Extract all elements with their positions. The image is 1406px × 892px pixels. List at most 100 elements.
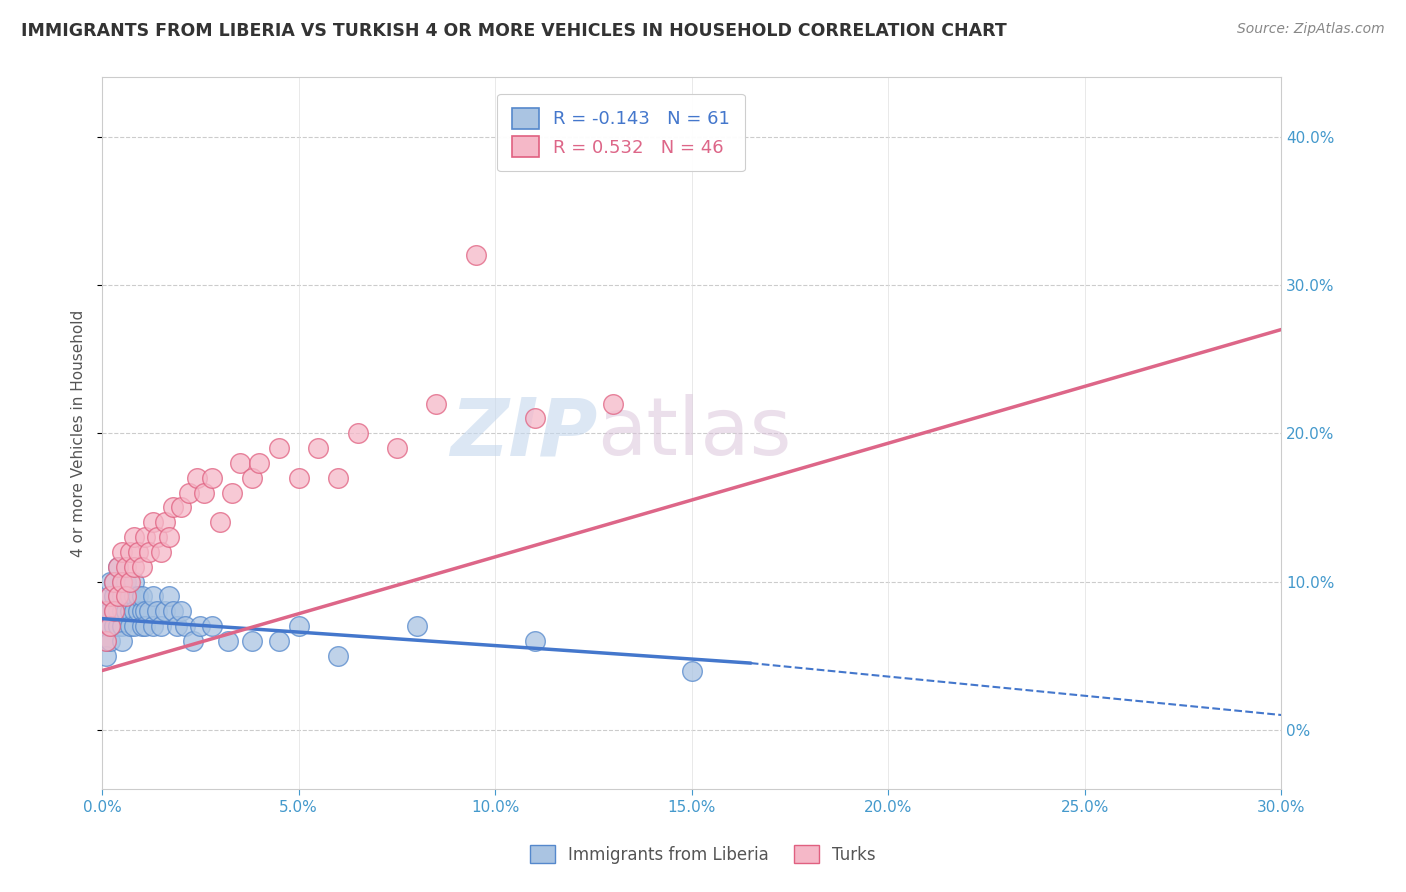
Point xyxy=(326,471,349,485)
Point xyxy=(103,574,125,589)
Point xyxy=(98,590,121,604)
Point xyxy=(94,619,117,633)
Point xyxy=(138,604,160,618)
Point xyxy=(146,530,169,544)
Point xyxy=(122,590,145,604)
Point xyxy=(103,619,125,633)
Point xyxy=(111,619,134,633)
Point xyxy=(209,515,232,529)
Point xyxy=(94,648,117,663)
Point xyxy=(190,619,212,633)
Point xyxy=(127,604,149,618)
Point xyxy=(186,471,208,485)
Point xyxy=(111,633,134,648)
Point xyxy=(122,619,145,633)
Point xyxy=(111,604,134,618)
Point xyxy=(111,574,134,589)
Point xyxy=(523,411,546,425)
Point xyxy=(122,604,145,618)
Point xyxy=(118,545,141,559)
Point xyxy=(131,604,153,618)
Point xyxy=(134,530,156,544)
Point xyxy=(287,471,309,485)
Point xyxy=(107,604,129,618)
Point xyxy=(107,559,129,574)
Point xyxy=(122,574,145,589)
Point xyxy=(405,619,427,633)
Point xyxy=(157,590,180,604)
Point xyxy=(131,559,153,574)
Point xyxy=(98,633,121,648)
Point xyxy=(201,619,224,633)
Point xyxy=(94,604,117,618)
Text: IMMIGRANTS FROM LIBERIA VS TURKISH 4 OR MORE VEHICLES IN HOUSEHOLD CORRELATION C: IMMIGRANTS FROM LIBERIA VS TURKISH 4 OR … xyxy=(21,22,1007,40)
Point xyxy=(114,574,136,589)
Point xyxy=(307,441,329,455)
Point xyxy=(103,590,125,604)
Point xyxy=(98,619,121,633)
Point xyxy=(681,664,703,678)
Text: atlas: atlas xyxy=(598,394,792,472)
Point xyxy=(131,590,153,604)
Point xyxy=(217,633,239,648)
Point xyxy=(523,633,546,648)
Point xyxy=(118,604,141,618)
Point xyxy=(98,619,121,633)
Point xyxy=(142,515,165,529)
Point xyxy=(103,574,125,589)
Point xyxy=(221,485,243,500)
Point xyxy=(249,456,271,470)
Legend: Immigrants from Liberia, Turks: Immigrants from Liberia, Turks xyxy=(523,838,883,871)
Point xyxy=(94,633,117,648)
Point xyxy=(114,559,136,574)
Point xyxy=(193,485,215,500)
Point xyxy=(103,604,125,618)
Point xyxy=(142,619,165,633)
Point xyxy=(98,604,121,618)
Point xyxy=(153,604,176,618)
Point xyxy=(267,633,290,648)
Point xyxy=(134,604,156,618)
Point xyxy=(131,619,153,633)
Point xyxy=(122,530,145,544)
Point xyxy=(425,397,447,411)
Point xyxy=(127,590,149,604)
Point xyxy=(602,397,624,411)
Point xyxy=(138,545,160,559)
Point xyxy=(103,604,125,618)
Point xyxy=(114,590,136,604)
Point xyxy=(114,590,136,604)
Point xyxy=(162,500,184,515)
Point xyxy=(98,590,121,604)
Point xyxy=(107,590,129,604)
Point xyxy=(111,574,134,589)
Point xyxy=(170,500,193,515)
Point xyxy=(229,456,252,470)
Text: Source: ZipAtlas.com: Source: ZipAtlas.com xyxy=(1237,22,1385,37)
Text: ZIP: ZIP xyxy=(450,394,598,472)
Point xyxy=(118,590,141,604)
Point xyxy=(111,590,134,604)
Point xyxy=(177,485,200,500)
Point xyxy=(118,574,141,589)
Y-axis label: 4 or more Vehicles in Household: 4 or more Vehicles in Household xyxy=(72,310,86,557)
Point xyxy=(201,471,224,485)
Point xyxy=(173,619,195,633)
Point xyxy=(122,559,145,574)
Point xyxy=(94,604,117,618)
Point xyxy=(150,545,173,559)
Point xyxy=(98,574,121,589)
Point xyxy=(111,545,134,559)
Legend: R = -0.143   N = 61, R = 0.532   N = 46: R = -0.143 N = 61, R = 0.532 N = 46 xyxy=(498,94,745,171)
Point xyxy=(114,604,136,618)
Point xyxy=(170,604,193,618)
Point xyxy=(146,604,169,618)
Point xyxy=(142,590,165,604)
Point xyxy=(107,590,129,604)
Point xyxy=(134,619,156,633)
Point xyxy=(287,619,309,633)
Point xyxy=(240,633,263,648)
Point xyxy=(157,530,180,544)
Point xyxy=(166,619,188,633)
Point xyxy=(107,559,129,574)
